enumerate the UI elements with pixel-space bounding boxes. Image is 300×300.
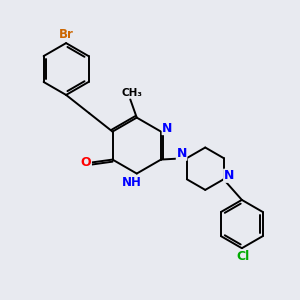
Text: Cl: Cl xyxy=(237,250,250,263)
Text: Br: Br xyxy=(58,28,74,41)
Text: CH₃: CH₃ xyxy=(121,88,142,98)
Text: N: N xyxy=(224,169,234,182)
Text: O: O xyxy=(81,156,91,169)
Text: N: N xyxy=(176,147,187,160)
Text: NH: NH xyxy=(122,176,141,190)
Text: N: N xyxy=(162,122,172,135)
